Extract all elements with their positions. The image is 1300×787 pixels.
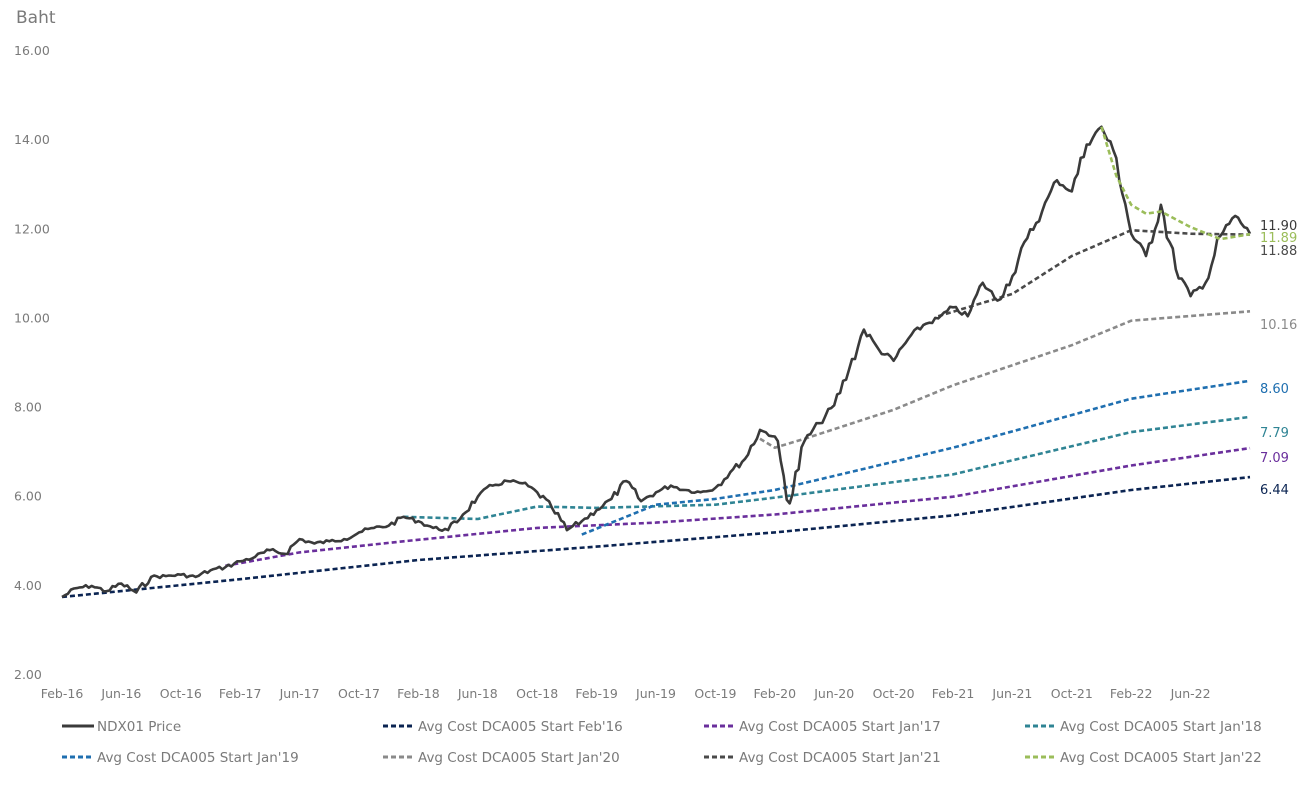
x-tick-label: Feb-18 [397,686,440,701]
x-tick-label: Oct-21 [1051,686,1093,701]
y-tick-label: 4.00 [14,578,42,593]
y-tick-label: 2.00 [14,667,42,682]
legend-label: Avg Cost DCA005 Start Feb'16 [418,719,623,735]
series-line [1100,126,1251,241]
legend-label: Avg Cost DCA005 Start Jan'17 [739,719,941,735]
series-line [225,446,1251,568]
x-tick-label: Jun-19 [635,686,676,701]
x-tick-label: Oct-18 [516,686,558,701]
series-line [403,415,1251,521]
series-line [581,379,1251,536]
x-tick-label: Feb-21 [932,686,975,701]
y-tick-label: 16.00 [14,43,50,58]
y-axis-label: Baht [16,8,56,28]
x-tick-label: Oct-16 [160,686,202,701]
legend-label: Avg Cost DCA005 Start Jan'20 [418,750,620,766]
y-axis-ticks: 16.00 14.00 12.00 10.00 8.00 6.00 4.00 2.00 [14,43,50,682]
legend-label: Avg Cost DCA005 Start Jan'18 [1060,719,1262,735]
y-tick-label: 6.00 [14,489,42,504]
x-tick-label: Jun-16 [100,686,141,701]
legend: NDX01 Price Avg Cost DCA005 Start Feb'16 A… [62,719,1262,766]
series-lines [61,125,1252,599]
x-tick-label: Jun-21 [991,686,1032,701]
end-value-label: 10.16 [1260,318,1297,333]
end-value-label: 11.90 [1260,219,1297,234]
x-tick-label: Feb-22 [1110,686,1153,701]
series-line [61,475,1251,599]
x-tick-label: Feb-20 [754,686,797,701]
end-value-label: 7.79 [1260,426,1289,441]
legend-label: Avg Cost DCA005 Start Jan'19 [97,750,299,766]
x-tick-label: Oct-19 [694,686,736,701]
end-value-label: 11.89 [1260,231,1297,246]
x-tick-label: Feb-19 [575,686,618,701]
legend-label: NDX01 Price [97,719,181,735]
legend-label: Avg Cost DCA005 Start Jan'21 [739,750,941,766]
x-tick-label: Oct-17 [338,686,380,701]
series-line [61,125,1252,599]
x-tick-label: Jun-20 [813,686,854,701]
y-tick-label: 14.00 [14,132,50,147]
series-line [937,228,1251,318]
y-tick-label: 10.00 [14,310,50,325]
y-tick-label: 12.00 [14,221,50,236]
end-value-label: 11.88 [1260,244,1297,259]
series-line [759,310,1251,449]
y-tick-label: 8.00 [14,400,42,415]
x-tick-label: Feb-16 [41,686,84,701]
end-value-label: 6.44 [1260,483,1289,498]
legend-label: Avg Cost DCA005 Start Jan'22 [1060,750,1262,766]
x-axis-ticks: Feb-16 Jun-16 Oct-16 Feb-17 Jun-17 Oct-17 Feb-… [41,686,1211,701]
x-tick-label: Jun-17 [279,686,320,701]
x-tick-label: Jun-22 [1170,686,1211,701]
end-value-label: 8.60 [1260,382,1289,397]
x-tick-label: Feb-17 [219,686,262,701]
x-tick-label: Oct-20 [873,686,915,701]
end-value-label: 7.09 [1260,451,1289,466]
x-tick-label: Jun-18 [457,686,498,701]
